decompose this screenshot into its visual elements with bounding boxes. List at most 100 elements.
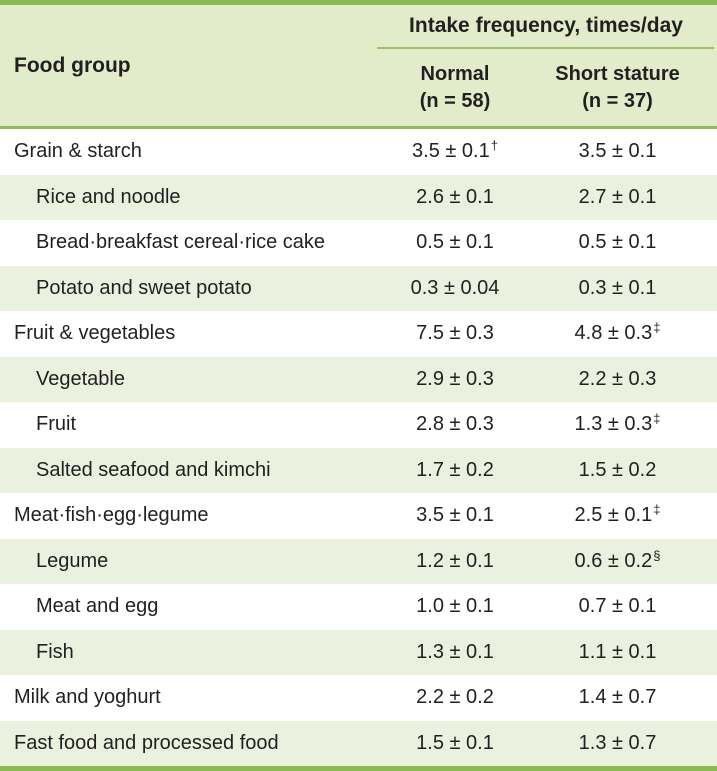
footnote-marker: ‡ — [653, 502, 661, 518]
mean-sd-value: 1.2 ± 0.1 — [416, 549, 494, 572]
mean-sd-value: 0.7 ± 0.1 — [578, 595, 657, 618]
intake-frequency-header-group: Intake frequency, times/day Normal (n = … — [375, 5, 717, 126]
table-row: Grain & starch 3.5 ± 0.1† 3.5 ± 0.1 — [0, 129, 717, 175]
normal-value-cell: 2.8 ± 0.3 — [375, 413, 535, 436]
normal-value-cell: 1.3 ± 0.1 — [375, 641, 535, 664]
short-stature-value-cell: 1.3 ± 0.3‡ — [535, 411, 700, 436]
mean-sd-value: 0.3 ± 0.04 — [410, 276, 500, 299]
column-header-short-stature-label: Short stature — [555, 62, 680, 85]
table-row: Fruit & vegetables 7.5 ± 0.3 4.8 ± 0.3‡ — [0, 311, 717, 357]
mean-sd-value: 1.1 ± 0.1 — [578, 640, 657, 663]
column-header-normal: Normal (n = 58) — [375, 61, 535, 115]
normal-value-cell: 2.6 ± 0.1 — [375, 186, 535, 209]
normal-value-cell: 2.9 ± 0.3 — [375, 368, 535, 391]
table-header: Food group Intake frequency, times/day N… — [0, 5, 717, 126]
food-group-cell: Fruit — [36, 413, 76, 436]
mean-sd-value: 2.8 ± 0.3 — [416, 413, 494, 436]
mean-sd-value: 0.6 ± 0.2 — [574, 549, 653, 572]
mean-sd-value: 1.3 ± 0.3 — [574, 413, 653, 436]
mean-sd-value: 7.5 ± 0.3 — [416, 322, 494, 345]
short-stature-value-cell: 0.6 ± 0.2§ — [535, 547, 700, 573]
mean-sd-value: 2.2 ± 0.3 — [578, 367, 657, 390]
short-stature-value-cell: 1.3 ± 0.7 — [535, 732, 700, 755]
column-group-header-intake-frequency: Intake frequency, times/day — [409, 14, 683, 37]
food-group-cell: Salted seafood and kimchi — [36, 458, 271, 481]
normal-value-cell: 1.0 ± 0.1 — [375, 595, 535, 618]
mean-sd-value: 3.5 ± 0.1 — [412, 140, 490, 163]
normal-value-cell: 7.5 ± 0.3 — [375, 322, 535, 345]
table-row: Fast food and processed food 1.5 ± 0.1 1.3… — [0, 720, 717, 766]
short-stature-value-cell: 1.1 ± 0.1 — [535, 641, 700, 664]
mean-sd-value: 2.2 ± 0.2 — [416, 686, 494, 709]
normal-value-cell: 1.5 ± 0.1 — [375, 732, 535, 755]
short-stature-value-cell: 2.2 ± 0.3 — [535, 368, 700, 391]
food-group-cell: Grain & starch — [14, 140, 142, 163]
mean-sd-value: 1.5 ± 0.1 — [416, 731, 494, 754]
mean-sd-value: 3.5 ± 0.1 — [578, 140, 657, 163]
sub-column-headers: Normal (n = 58) Short stature (n = 37) — [375, 49, 717, 126]
short-stature-value-cell: 0.7 ± 0.1 — [535, 595, 700, 618]
footnote-marker: ‡ — [653, 411, 661, 427]
normal-value-cell: 0.3 ± 0.04 — [375, 277, 535, 300]
table-row: Bread·breakfast cereal·rice cake 0.5 ± 0.… — [0, 220, 717, 266]
mean-sd-value: 1.4 ± 0.7 — [578, 686, 657, 709]
mean-sd-value: 0.3 ± 0.1 — [578, 276, 657, 299]
table-bottom-border — [0, 766, 717, 771]
mean-sd-value: 2.7 ± 0.1 — [578, 185, 657, 208]
table-top-border — [0, 0, 717, 5]
column-header-food-group: Food group — [14, 53, 131, 77]
short-stature-value-cell: 1.4 ± 0.7 — [535, 686, 700, 709]
column-header-normal-label: Normal — [420, 62, 490, 85]
table-row: Milk and yoghurt 2.2 ± 0.2 1.4 ± 0.7 — [0, 675, 717, 721]
short-stature-value-cell: 2.5 ± 0.1‡ — [535, 502, 700, 527]
mean-sd-value: 0.5 ± 0.1 — [416, 231, 494, 254]
mean-sd-value: 1.5 ± 0.2 — [578, 458, 657, 481]
table-row: Legume 1.2 ± 0.1 0.6 ± 0.2§ — [0, 538, 717, 584]
normal-value-cell: 0.5 ± 0.1 — [375, 231, 535, 254]
food-group-cell: Legume — [36, 549, 109, 572]
food-group-cell: Fast food and processed food — [14, 731, 279, 754]
footnote-marker: § — [653, 547, 661, 563]
group-header-underline — [377, 47, 714, 49]
table-row: Fish 1.3 ± 0.1 1.1 ± 0.1 — [0, 629, 717, 675]
footnote-marker: † — [490, 138, 498, 154]
short-stature-value-cell: 2.7 ± 0.1 — [535, 186, 700, 209]
table-row: Meat·fish·egg·legume 3.5 ± 0.1 2.5 ± 0.1‡ — [0, 493, 717, 539]
mean-sd-value: 0.5 ± 0.1 — [578, 231, 657, 254]
food-group-cell: Fruit & vegetables — [14, 322, 176, 345]
mean-sd-value: 3.5 ± 0.1 — [416, 504, 494, 527]
table-row: Salted seafood and kimchi 1.7 ± 0.2 1.5 ± … — [0, 447, 717, 493]
mean-sd-value: 2.9 ± 0.3 — [416, 367, 494, 390]
mean-sd-value: 1.7 ± 0.2 — [416, 458, 494, 481]
column-header-normal-n: (n = 58) — [419, 89, 491, 112]
table-row: Vegetable 2.9 ± 0.3 2.2 ± 0.3 — [0, 356, 717, 402]
mean-sd-value: 2.6 ± 0.1 — [416, 185, 494, 208]
food-group-cell: Fish — [36, 640, 74, 663]
normal-value-cell: 2.2 ± 0.2 — [375, 686, 535, 709]
table-row: Potato and sweet potato 0.3 ± 0.04 0.3 ± 0… — [0, 265, 717, 311]
normal-value-cell: 1.7 ± 0.2 — [375, 459, 535, 482]
food-group-cell: Meat and egg — [36, 595, 159, 618]
food-group-cell: Potato and sweet potato — [36, 276, 252, 299]
short-stature-value-cell: 1.5 ± 0.2 — [535, 459, 700, 482]
short-stature-value-cell: 4.8 ± 0.3‡ — [535, 320, 700, 345]
table-row: Meat and egg 1.0 ± 0.1 0.7 ± 0.1 — [0, 584, 717, 630]
food-group-cell: Milk and yoghurt — [14, 686, 161, 709]
short-stature-value-cell: 0.5 ± 0.1 — [535, 231, 700, 254]
short-stature-value-cell: 0.3 ± 0.1 — [535, 277, 700, 300]
food-group-cell: Vegetable — [36, 367, 125, 390]
short-stature-value-cell: 3.5 ± 0.1 — [535, 140, 700, 163]
food-group-cell: Meat·fish·egg·legume — [14, 504, 209, 527]
column-header-short-stature: Short stature (n = 37) — [535, 61, 700, 115]
table-row: Rice and noodle 2.6 ± 0.1 2.7 ± 0.1 — [0, 174, 717, 220]
food-group-cell: Rice and noodle — [36, 185, 181, 208]
mean-sd-value: 1.3 ± 0.1 — [416, 640, 494, 663]
mean-sd-value: 1.3 ± 0.7 — [578, 731, 657, 754]
mean-sd-value: 2.5 ± 0.1 — [574, 504, 653, 527]
normal-value-cell: 3.5 ± 0.1† — [375, 138, 535, 163]
mean-sd-value: 4.8 ± 0.3 — [574, 322, 653, 345]
table-body: Grain & starch 3.5 ± 0.1† 3.5 ± 0.1 Rice an… — [0, 129, 717, 766]
column-header-short-stature-n: (n = 37) — [582, 89, 653, 112]
footnote-marker: ‡ — [653, 320, 661, 336]
